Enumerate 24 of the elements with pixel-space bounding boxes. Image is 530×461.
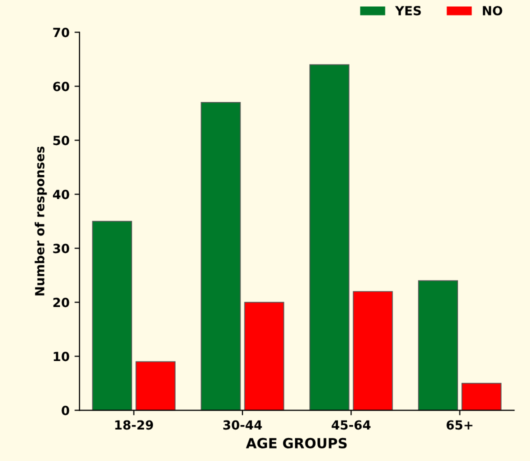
y-tick-label: 30: [53, 244, 70, 254]
x-tick-label: 18-29: [115, 420, 154, 430]
legend-label: YES: [395, 6, 421, 16]
y-tick-label: 10: [54, 352, 70, 362]
y-tick-label: 40: [52, 190, 70, 200]
y-tick-label: 50: [53, 136, 70, 146]
legend-label: NO: [482, 6, 502, 16]
y-axis-title: Number of responses: [34, 146, 47, 296]
x-axis-title: AGE GROUPS: [246, 438, 347, 448]
y-tick-label: 0: [62, 406, 70, 416]
y-tick-label: 60: [53, 82, 70, 92]
y-tick-label: 70: [53, 28, 70, 38]
bar: [462, 382, 502, 410]
bar: [244, 302, 284, 410]
bar: [309, 64, 350, 410]
bar: [200, 102, 241, 410]
y-tick-label: 20: [53, 298, 70, 308]
bar: [352, 291, 393, 410]
bar: [92, 220, 132, 410]
x-tick-label: 30-44: [223, 420, 262, 430]
bar: [136, 361, 176, 410]
x-tick-label: 45-64: [332, 420, 371, 430]
bar: [418, 280, 458, 410]
x-tick-label: 65+: [446, 420, 472, 430]
